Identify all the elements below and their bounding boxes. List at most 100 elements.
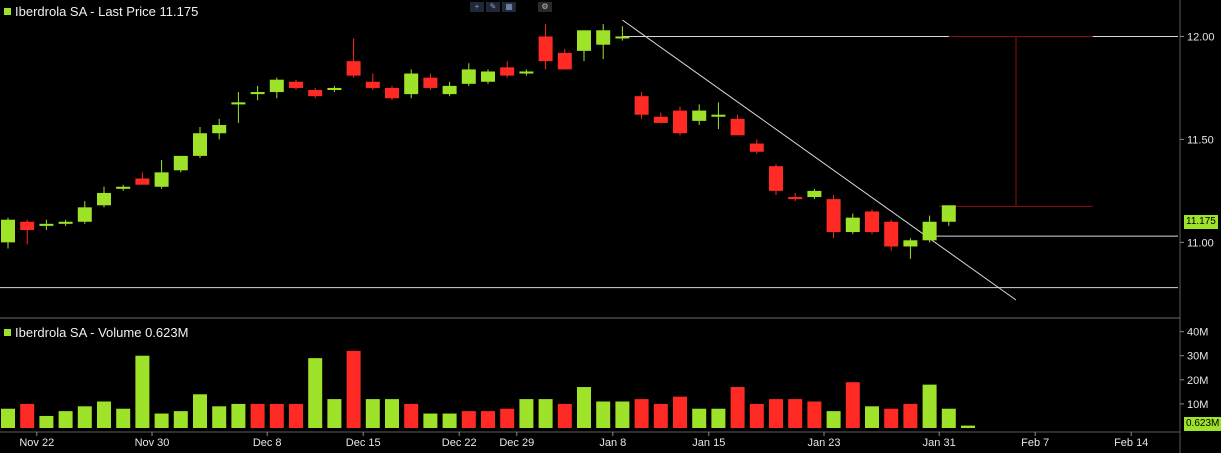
volume-legend-text: Iberdrola SA - Volume 0.623M	[15, 325, 189, 340]
volume-bar	[289, 403, 303, 428]
chart-toolbar: + ✎ ▦ ⚙	[470, 2, 552, 12]
volume-bar	[769, 399, 783, 428]
x-tick-label: Jan 23	[807, 437, 840, 449]
candle-body	[308, 90, 323, 97]
candle-body	[116, 186, 131, 189]
legend-swatch	[4, 8, 11, 15]
volume-bar	[577, 387, 591, 428]
y-tick-label: 11.00	[1187, 237, 1214, 249]
volume-bar	[327, 399, 342, 428]
volume-bar	[807, 401, 822, 428]
volume-bar	[1, 408, 15, 428]
volume-bar	[749, 403, 764, 428]
candle-body	[865, 211, 879, 233]
gear-icon[interactable]: ⚙	[538, 2, 552, 12]
candle-body	[807, 190, 822, 198]
candle-body	[941, 205, 956, 222]
x-tick-label: Jan 31	[923, 437, 956, 449]
candle-body	[845, 217, 860, 233]
candle-body	[385, 87, 399, 99]
candle-body	[711, 114, 726, 117]
plus-icon[interactable]: +	[470, 2, 484, 12]
volume-bar	[865, 406, 879, 428]
last-volume-box: 0.623M	[1184, 417, 1221, 431]
volume-bar	[634, 399, 649, 428]
x-tick-label: Jan 15	[692, 437, 725, 449]
candle-body	[749, 143, 764, 152]
candle-body	[404, 73, 419, 95]
volume-bar	[903, 403, 918, 428]
volume-bar	[538, 399, 553, 428]
candle-body	[365, 81, 380, 88]
candle-body	[289, 81, 303, 88]
candle-body	[769, 166, 783, 191]
pencil-icon[interactable]: ✎	[486, 2, 500, 12]
volume-panel	[1, 350, 975, 428]
candle-body	[346, 61, 361, 76]
volume-bar	[58, 411, 73, 428]
x-tick-label: Nov 30	[135, 437, 170, 449]
volume-tick-label: 40M	[1187, 327, 1208, 339]
volume-bar	[308, 358, 323, 428]
volume-tick-label: 20M	[1187, 375, 1208, 387]
volume-bar	[20, 403, 35, 428]
volume-bar	[557, 403, 572, 428]
volume-bar	[692, 408, 707, 428]
price-panel	[0, 19, 1178, 301]
volume-bar	[673, 396, 687, 428]
trend-line	[622, 19, 1017, 301]
candle-body	[39, 223, 54, 226]
volume-bar	[404, 403, 419, 428]
candle-body	[173, 155, 188, 171]
volume-bar	[269, 403, 284, 428]
candle-body	[634, 96, 649, 115]
x-tick-label: Dec 8	[253, 437, 282, 449]
candle-body	[97, 192, 111, 206]
candle-body	[673, 110, 687, 134]
volume-bar	[423, 413, 438, 428]
candle-body	[327, 87, 342, 90]
volume-bar	[365, 399, 380, 428]
volume-bar	[596, 401, 611, 428]
volume-bar	[231, 403, 246, 428]
candle-body	[212, 125, 227, 134]
candle-body	[519, 71, 534, 74]
candle-body	[500, 67, 515, 76]
candle-body	[884, 221, 899, 247]
volume-bar	[39, 415, 54, 428]
x-tick-label: Feb 7	[1021, 437, 1049, 449]
volume-tick-label: 10M	[1187, 399, 1208, 411]
candle-body	[231, 102, 246, 105]
candle-body	[481, 71, 495, 82]
volume-bar	[730, 387, 745, 428]
candle-body	[922, 221, 937, 241]
last-price-value: 11.175	[1186, 216, 1216, 227]
price-legend: Iberdrola SA - Last Price 11.175	[4, 4, 205, 20]
volume-bar	[116, 408, 131, 428]
volume-bar	[826, 411, 841, 428]
candle-body	[826, 199, 841, 233]
candle-body	[423, 77, 438, 88]
candle-body	[154, 172, 169, 187]
candle-body	[788, 197, 803, 200]
grid-icon[interactable]: ▦	[502, 2, 516, 12]
volume-bar	[519, 399, 534, 428]
volume-bar	[653, 403, 668, 428]
candle-body	[653, 116, 668, 123]
volume-bar	[711, 408, 726, 428]
last-price-box: 11.175	[1184, 215, 1218, 229]
volume-bar	[77, 406, 92, 428]
volume-bar	[212, 406, 227, 428]
volume-bar	[442, 413, 457, 428]
volume-legend: Iberdrola SA - Volume 0.623M	[4, 325, 195, 341]
volume-bar	[97, 401, 111, 428]
volume-bar	[884, 408, 899, 428]
volume-bar	[135, 355, 150, 428]
volume-bar	[845, 382, 860, 428]
volume-bar	[173, 411, 188, 428]
volume-bar	[922, 384, 937, 428]
volume-bar	[941, 408, 956, 428]
candle-body	[615, 36, 630, 39]
